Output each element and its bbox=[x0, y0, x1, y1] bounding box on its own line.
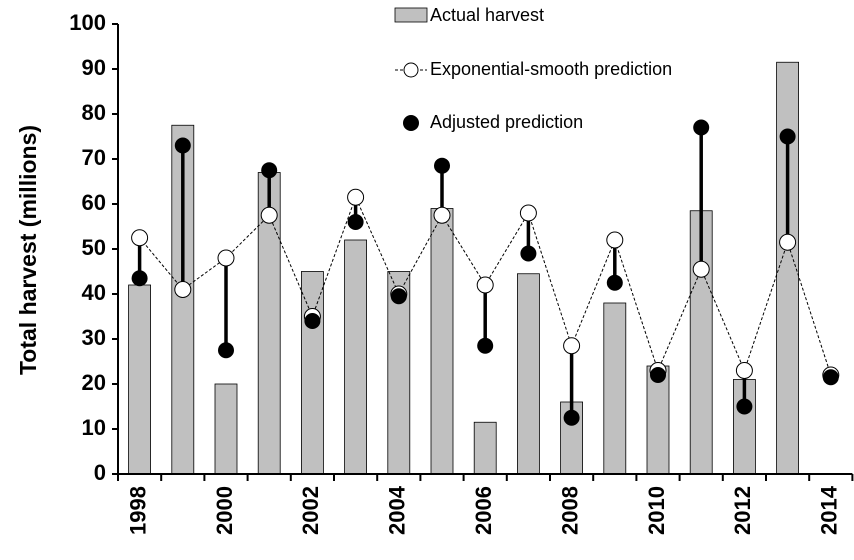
legend-label: Exponential-smooth prediction bbox=[430, 59, 672, 79]
scatter-point bbox=[347, 214, 364, 230]
scatter-point bbox=[693, 119, 710, 136]
scatter-point bbox=[477, 337, 494, 354]
scatter-point bbox=[736, 398, 753, 415]
scatter-point bbox=[390, 288, 407, 305]
y-tick-label: 0 bbox=[94, 460, 106, 485]
line-point bbox=[692, 260, 710, 278]
scatter-point bbox=[304, 313, 321, 329]
scatter-point bbox=[434, 157, 450, 174]
scatter-point bbox=[174, 137, 191, 154]
scatter-point bbox=[218, 342, 234, 359]
y-tick-label: 10 bbox=[82, 415, 106, 440]
y-tick-label: 20 bbox=[82, 370, 106, 395]
line-point bbox=[606, 231, 624, 249]
bar bbox=[776, 61, 799, 475]
scatter-point bbox=[131, 270, 148, 287]
bar bbox=[430, 208, 454, 475]
y-tick-label: 60 bbox=[82, 190, 106, 215]
line-point bbox=[519, 204, 537, 222]
y-axis-title: Total harvest (millions) bbox=[15, 125, 41, 375]
scatter-point bbox=[520, 245, 537, 262]
x-tick-label: 2000 bbox=[212, 486, 237, 535]
bar bbox=[214, 383, 238, 475]
line-point bbox=[347, 188, 365, 206]
legend-swatch bbox=[403, 115, 419, 131]
scatter-point bbox=[606, 274, 623, 291]
bar bbox=[128, 284, 152, 475]
line-point bbox=[217, 249, 235, 267]
scatter-point bbox=[822, 369, 839, 386]
legend-label: Adjusted prediction bbox=[430, 112, 583, 132]
scatter-point bbox=[261, 162, 278, 179]
scatter-point bbox=[650, 367, 666, 383]
y-tick-label: 90 bbox=[82, 55, 106, 80]
y-tick-label: 70 bbox=[82, 145, 106, 170]
y-tick-label: 50 bbox=[82, 235, 106, 260]
bar bbox=[300, 271, 324, 475]
y-tick-label: 30 bbox=[82, 325, 106, 350]
line-point bbox=[563, 337, 581, 355]
x-tick-label: 2010 bbox=[644, 486, 669, 535]
x-tick-label: 1998 bbox=[125, 486, 150, 535]
x-tick-label: 2014 bbox=[817, 485, 842, 535]
y-tick-label: 100 bbox=[69, 10, 106, 35]
line-point bbox=[260, 206, 278, 224]
x-tick-label: 2006 bbox=[471, 486, 496, 535]
y-tick-label: 40 bbox=[82, 280, 106, 305]
bar bbox=[473, 421, 497, 475]
line-point bbox=[779, 233, 797, 251]
bar bbox=[603, 302, 627, 475]
line-point bbox=[735, 362, 753, 379]
y-tick-label: 80 bbox=[82, 100, 106, 125]
legend-swatch bbox=[403, 62, 419, 78]
line-point bbox=[476, 276, 494, 294]
legend-swatch bbox=[394, 7, 428, 23]
x-tick-label: 2002 bbox=[298, 486, 323, 535]
x-tick-label: 2008 bbox=[557, 486, 582, 535]
line-point bbox=[174, 281, 192, 298]
bar bbox=[517, 273, 540, 475]
x-tick-label: 2004 bbox=[385, 485, 410, 535]
scatter-point bbox=[779, 128, 796, 145]
line-point bbox=[433, 206, 451, 224]
line-point bbox=[131, 229, 149, 247]
x-tick-label: 2012 bbox=[730, 486, 755, 535]
scatter-point bbox=[563, 409, 580, 426]
legend-label: Actual harvest bbox=[430, 5, 544, 25]
bar bbox=[344, 239, 368, 475]
